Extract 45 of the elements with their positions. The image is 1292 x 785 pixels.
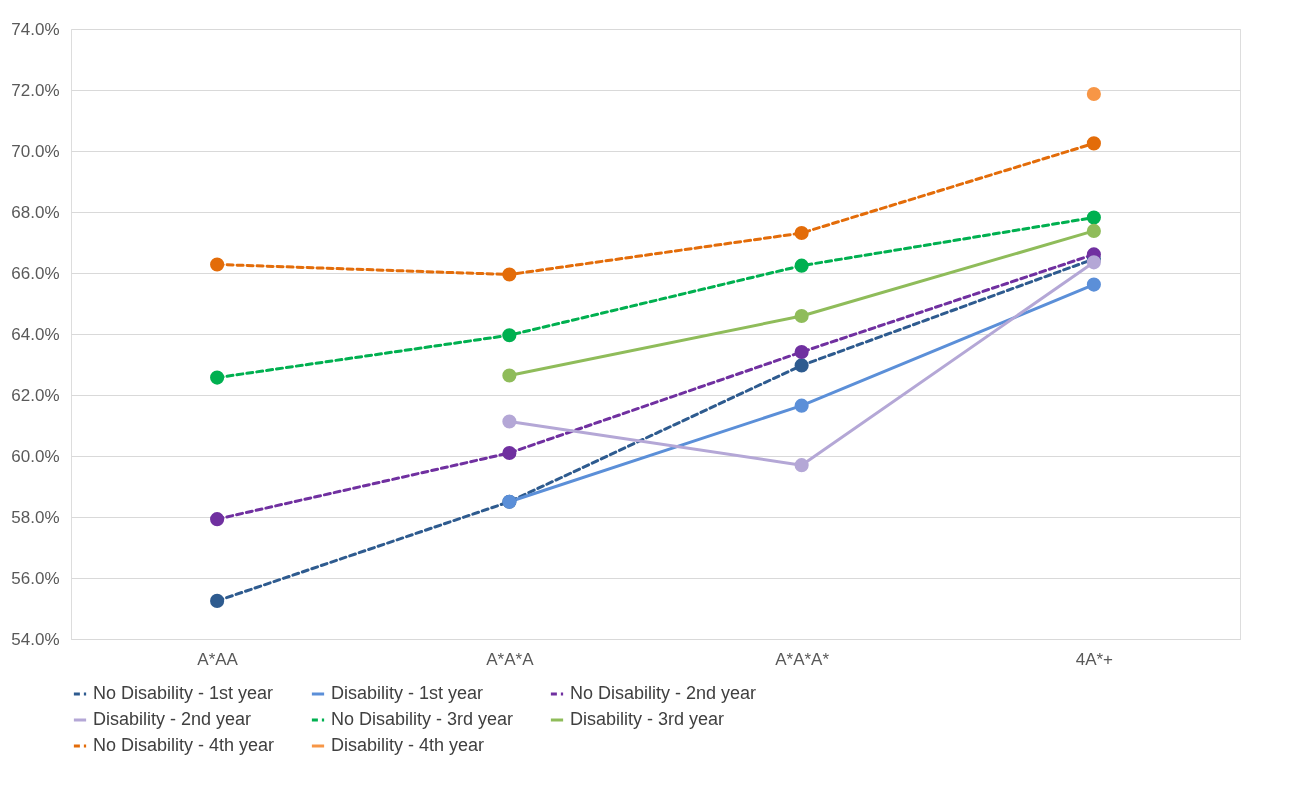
y-tick-label: 62.0% — [11, 385, 60, 405]
point — [1086, 86, 1101, 102]
legend-label: No Disability - 4th year — [93, 735, 275, 755]
x-tick-label: A*A*A — [486, 649, 535, 669]
point — [210, 257, 225, 272]
point — [1086, 277, 1101, 292]
point — [1086, 223, 1101, 238]
point — [502, 368, 517, 383]
y-tick-label: 58.0% — [11, 507, 60, 527]
y-tick-label: 60.0% — [11, 446, 60, 466]
y-tick-label: 68.0% — [11, 202, 60, 222]
legend-label: Disability - 1st year — [331, 683, 484, 703]
x-tick-label: A*AA — [197, 649, 239, 669]
legend-label: Disability - 3rd year — [570, 709, 725, 729]
point — [502, 267, 517, 282]
y-tick-label: 64.0% — [11, 324, 60, 344]
y-tick-label: 54.0% — [11, 629, 60, 649]
point — [794, 344, 809, 360]
point — [210, 512, 225, 527]
point — [210, 370, 225, 385]
x-tick-label: A*A*A* — [775, 649, 830, 669]
point — [794, 258, 809, 273]
y-tick-label: 74.0% — [11, 19, 60, 39]
legend-label: No Disability - 1st year — [93, 683, 274, 703]
point — [210, 593, 225, 608]
point — [794, 225, 809, 241]
legend-label: No Disability - 2nd year — [570, 683, 757, 703]
point — [794, 358, 809, 373]
point — [1086, 255, 1101, 270]
y-tick-label: 72.0% — [11, 80, 60, 100]
legend-label: No Disability - 3rd year — [331, 709, 514, 729]
legend-label: Disability - 4th year — [331, 735, 485, 755]
y-tick-label: 66.0% — [11, 263, 60, 283]
point — [794, 458, 809, 473]
point — [1086, 136, 1101, 151]
point — [1086, 210, 1101, 225]
legend-label: Disability - 2nd year — [93, 709, 252, 729]
point — [794, 308, 809, 324]
x-tick-label: 4A*+ — [1075, 649, 1114, 669]
y-tick-label: 70.0% — [11, 141, 60, 161]
point — [794, 398, 809, 413]
y-tick-label: 56.0% — [11, 568, 60, 588]
point — [502, 328, 517, 343]
point — [502, 414, 517, 429]
point — [502, 445, 517, 461]
